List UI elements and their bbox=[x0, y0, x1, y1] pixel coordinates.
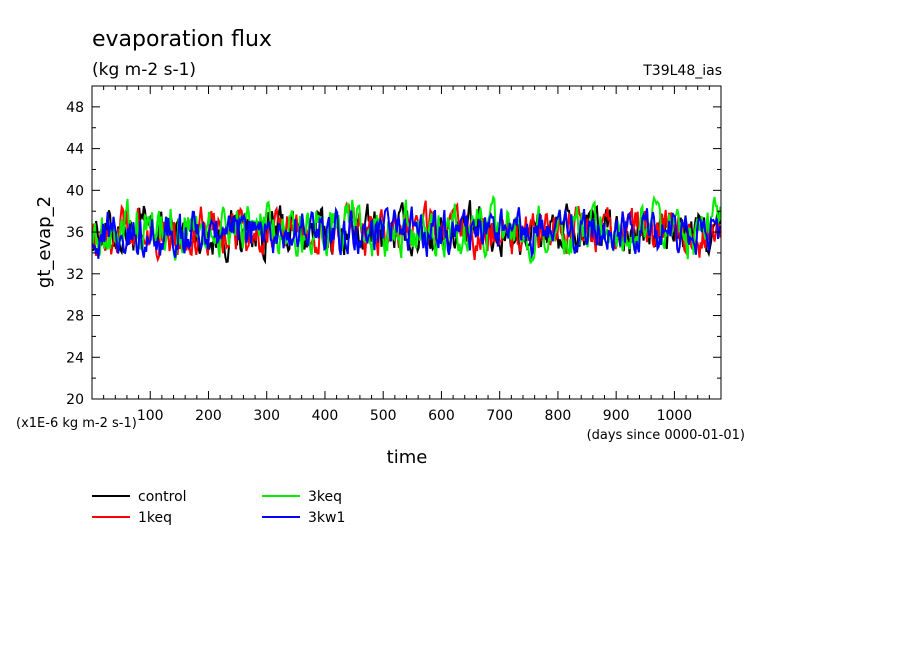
y-axis-label: gt_evap_2 bbox=[34, 196, 55, 288]
y-tick-label: 28 bbox=[66, 309, 84, 325]
y-tick-label: 32 bbox=[66, 267, 84, 283]
y-tick-label: 20 bbox=[66, 392, 84, 408]
x-axis-label: time bbox=[387, 447, 428, 468]
y-tick-label: 48 bbox=[66, 100, 84, 116]
x-units-label: (days since 0000-01-01) bbox=[587, 428, 745, 443]
x-tick-label: 300 bbox=[253, 408, 280, 424]
legend: control 1keq 3keq 3kw1 bbox=[92, 489, 345, 526]
legend-label-1keq: 1keq bbox=[138, 510, 172, 526]
y-tick-label: 44 bbox=[66, 142, 84, 158]
y-units-label: (x1E-6 kg m-2 s-1) bbox=[16, 416, 137, 431]
series-layer bbox=[91, 194, 722, 265]
tick-layer: 100 200 300 400 500 600 700 800 900 1000 20 24 28 32 3… bbox=[66, 85, 722, 424]
x-tick-label: 800 bbox=[545, 408, 572, 424]
x-tick-label: 500 bbox=[370, 408, 397, 424]
run-label: T39L48_ias bbox=[642, 63, 722, 79]
chart-title: evaporation flux bbox=[92, 27, 272, 52]
legend-label-3kw1: 3kw1 bbox=[308, 510, 345, 526]
x-tick-label: 200 bbox=[195, 408, 222, 424]
legend-label-control: control bbox=[138, 489, 187, 505]
series-line-3kw1 bbox=[91, 206, 722, 259]
x-tick-label: 100 bbox=[137, 408, 164, 424]
x-tick-label: 700 bbox=[486, 408, 513, 424]
x-tick-label: 1000 bbox=[657, 408, 693, 424]
x-tick-label: 900 bbox=[603, 408, 630, 424]
chart-subtitle: (kg m-2 s-1) bbox=[92, 60, 196, 80]
y-tick-label: 36 bbox=[66, 225, 84, 241]
y-tick-label: 24 bbox=[66, 350, 84, 366]
y-tick-label: 40 bbox=[66, 183, 84, 199]
x-tick-label: 400 bbox=[312, 408, 339, 424]
legend-label-3keq: 3keq bbox=[308, 489, 342, 505]
x-tick-label: 600 bbox=[428, 408, 455, 424]
